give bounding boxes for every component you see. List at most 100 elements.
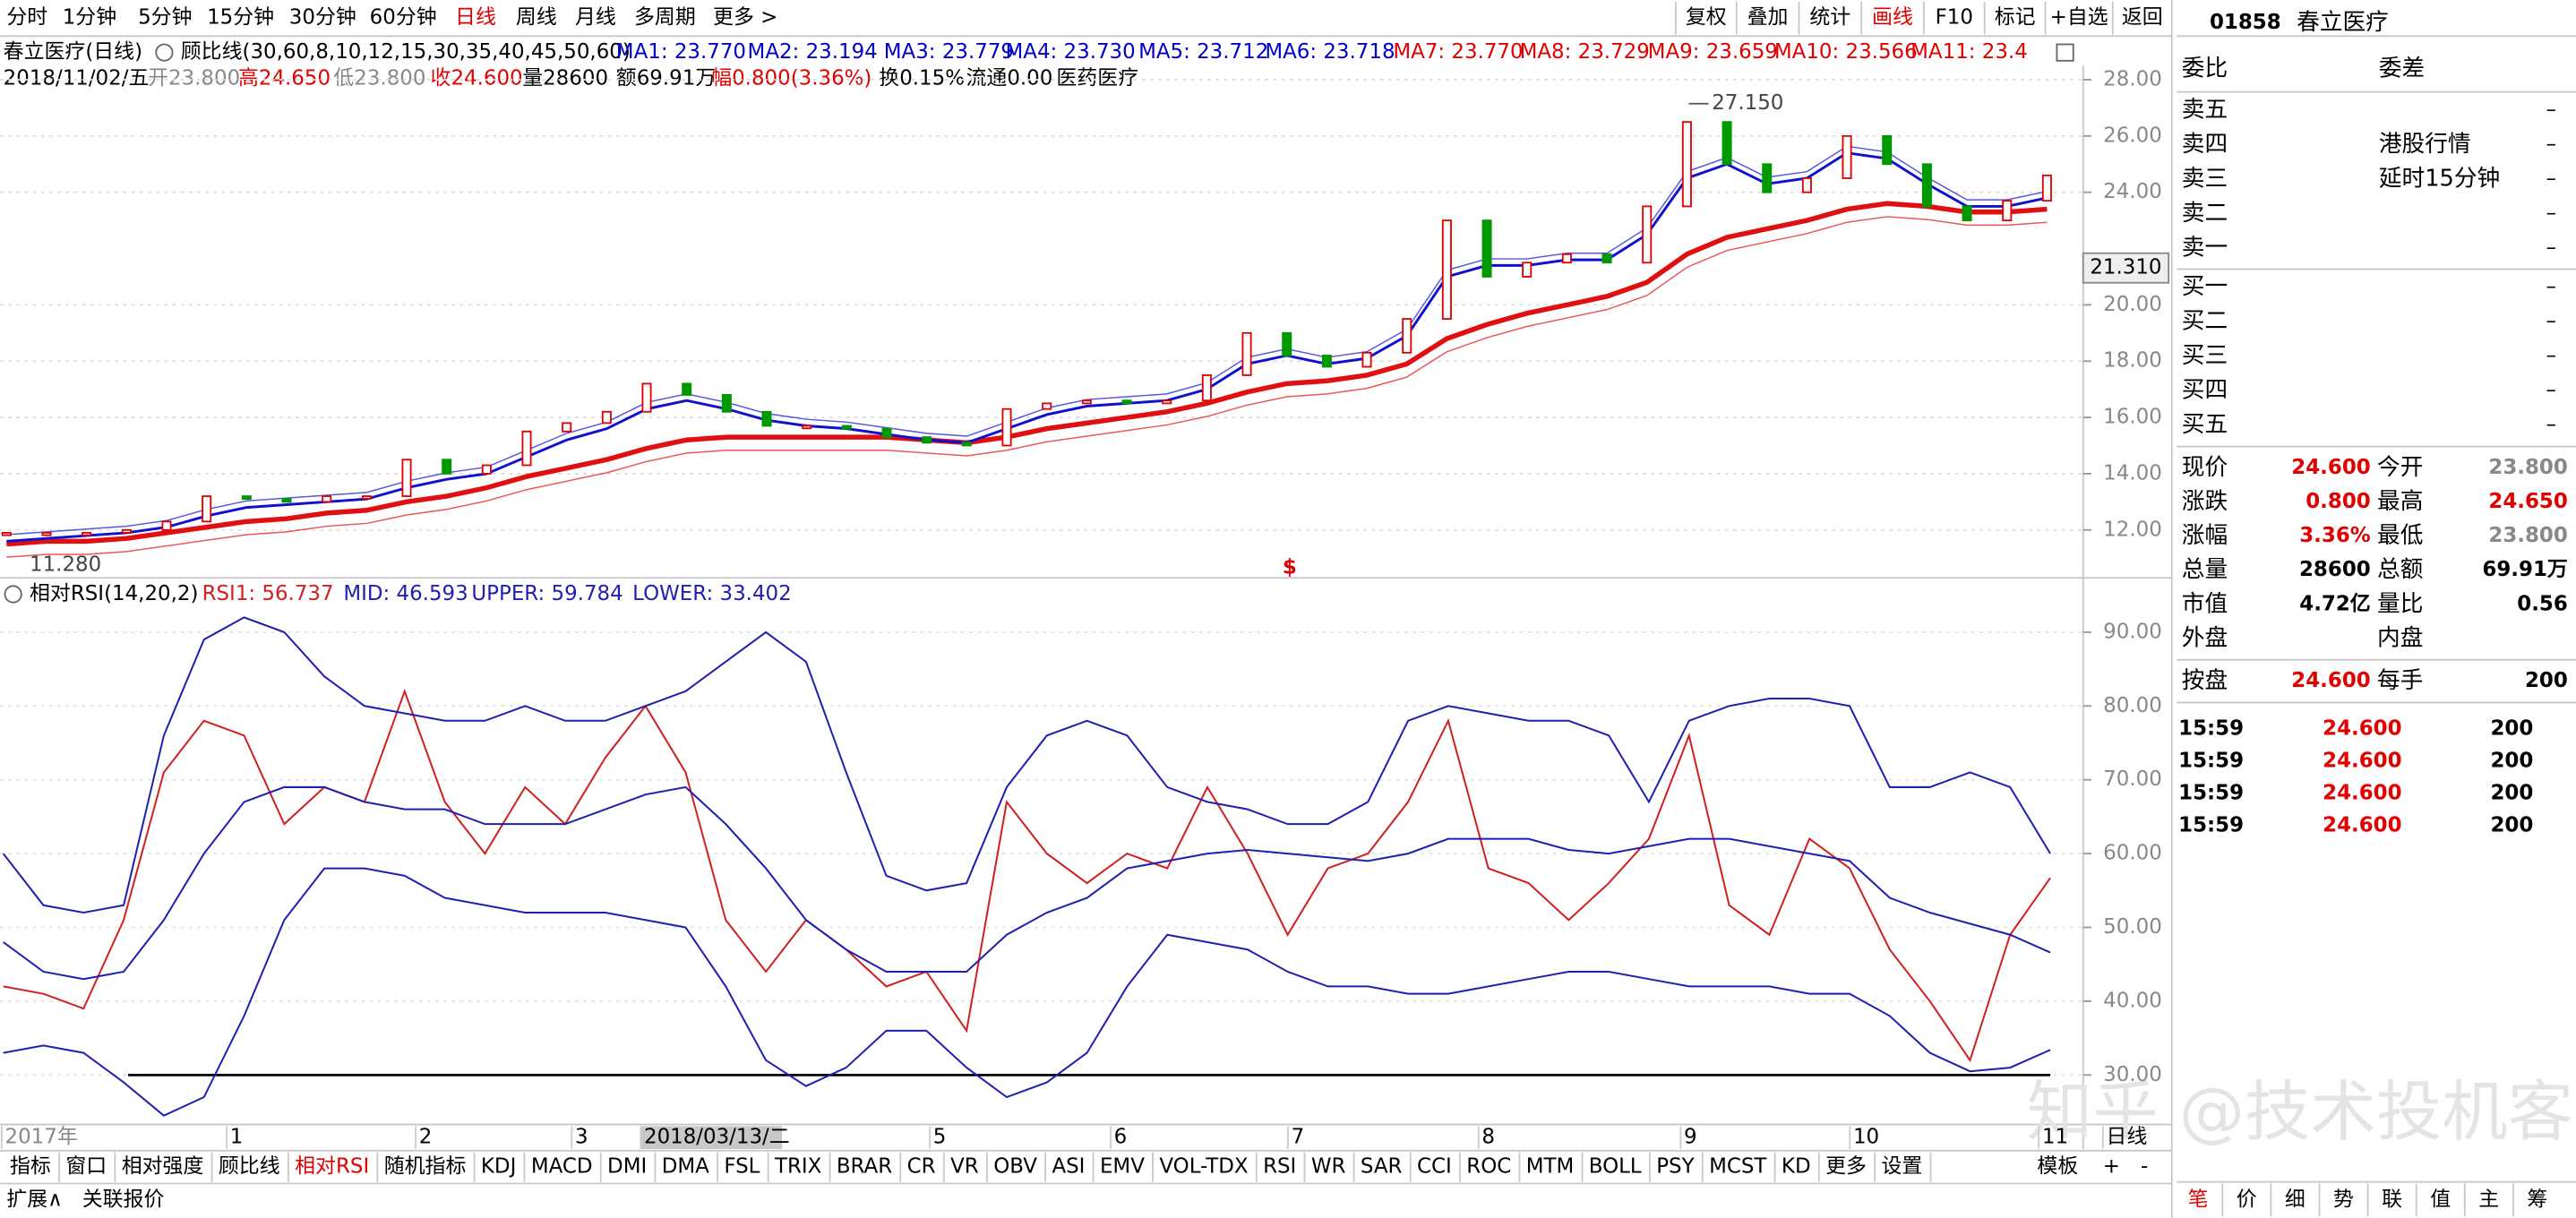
bottom-tab[interactable]: 关联报价	[82, 1188, 165, 1211]
quote-label: 总量	[2182, 556, 2228, 583]
marker: $	[1283, 556, 1297, 579]
quote-value: 69.91万	[2482, 558, 2567, 581]
label: 委差	[2379, 55, 2425, 81]
x-tick-label: 5	[933, 1126, 947, 1149]
x-tick-label: 10	[1853, 1126, 1879, 1149]
panel-button[interactable]: 模板	[2037, 1155, 2078, 1179]
side-tab[interactable]: 价	[2237, 1188, 2257, 1211]
candle	[1522, 262, 1533, 278]
period-tab[interactable]: 30分钟	[289, 6, 356, 30]
indicator-tab[interactable]: 顾比线	[219, 1155, 280, 1179]
period-tab[interactable]: 多周期	[634, 6, 696, 30]
indicator-tab[interactable]: TRIX	[774, 1155, 821, 1179]
rsi-line	[3, 785, 2051, 981]
candle	[442, 459, 452, 475]
candle	[1801, 177, 1812, 193]
candle	[202, 495, 212, 523]
period-tab[interactable]: 分时	[6, 6, 47, 30]
period-tab[interactable]: 月线	[575, 6, 616, 30]
period-tab[interactable]: 60分钟	[370, 6, 437, 30]
empty-value: –	[2546, 275, 2556, 298]
indicator-tab[interactable]: BRAR	[837, 1155, 892, 1179]
toolbar-button[interactable]: 统计	[1809, 6, 1850, 30]
indicator-tab[interactable]: WR	[1311, 1155, 1346, 1179]
toolbar-button[interactable]: 标记	[1995, 6, 2036, 30]
quote-label: 涨幅	[2182, 522, 2228, 549]
indicator-tab[interactable]: 相对强度	[122, 1155, 204, 1179]
toolbar-button[interactable]: 叠加	[1747, 6, 1789, 30]
notice: 港股行情	[2379, 131, 2471, 158]
candle	[241, 495, 252, 501]
indicator-tab[interactable]: DMA	[662, 1155, 709, 1179]
indicator-tab[interactable]: ASI	[1052, 1155, 1085, 1179]
label: 委比	[2182, 55, 2228, 81]
indicator-tab[interactable]: KDJ	[481, 1155, 516, 1179]
empty-value: –	[2546, 413, 2556, 436]
toolbar-button[interactable]: +自选	[2050, 6, 2108, 30]
side-tab[interactable]: 值	[2430, 1188, 2451, 1211]
buy-level: 买三	[2182, 342, 2228, 369]
toolbar-button[interactable]: 返回	[2122, 6, 2163, 30]
indicator-tab[interactable]: KD	[1782, 1155, 1811, 1179]
period-tab[interactable]: 日线	[455, 6, 496, 30]
indicator-tab[interactable]: 相对RSI	[295, 1155, 369, 1179]
indicator-tab[interactable]: CCI	[1417, 1155, 1452, 1179]
indicator-tab[interactable]: FSL	[724, 1155, 760, 1179]
side-tab[interactable]: 主	[2478, 1188, 2499, 1211]
period-tab[interactable]: 周线	[516, 6, 557, 30]
indicator-tab[interactable]: MCST	[1709, 1155, 1767, 1179]
ma-value: MA4: 23.730	[1006, 40, 1136, 64]
quote-item: 开23.800	[148, 66, 240, 90]
indicator-tab[interactable]: VR	[950, 1155, 979, 1179]
rsi-title: 相对RSI(14,20,2)	[30, 582, 198, 605]
indicator-tab[interactable]: PSY	[1656, 1155, 1695, 1179]
indicator-tab[interactable]: ROC	[1466, 1155, 1511, 1179]
candle	[1282, 331, 1292, 356]
indicator-tab[interactable]: DMI	[607, 1155, 647, 1179]
quote-item: 幅0.800(3.36%)	[711, 66, 872, 90]
indicator-tab[interactable]: VOL-TDX	[1159, 1155, 1248, 1179]
stock-code: 01858	[2210, 11, 2281, 34]
bottom-tab[interactable]: 扩展∧	[6, 1188, 63, 1211]
candle	[961, 442, 972, 447]
panel-button[interactable]: +	[2103, 1155, 2120, 1179]
quote-item: 低23.800	[333, 66, 425, 90]
toolbar-button[interactable]: F10	[1936, 6, 1973, 30]
low-label: 11.280	[30, 553, 101, 576]
side-tab[interactable]: 细	[2285, 1188, 2306, 1211]
candle	[161, 520, 172, 531]
indicator-tab[interactable]: 窗口	[65, 1155, 107, 1179]
indicator-tab[interactable]: OBV	[993, 1155, 1037, 1179]
side-tab[interactable]: 联	[2382, 1188, 2402, 1211]
period-tab[interactable]: 5分钟	[138, 6, 192, 30]
tick-price: 24.600	[2323, 782, 2401, 805]
indicator-tab[interactable]: MTM	[1526, 1155, 1575, 1179]
quote-label: 现价	[2182, 454, 2228, 481]
legend-item: MID: 46.593	[343, 582, 468, 605]
indicator-tab[interactable]: 设置	[1881, 1155, 1922, 1179]
period-tab[interactable]: 1分钟	[63, 6, 116, 30]
indicator-tab[interactable]: 更多	[1825, 1155, 1867, 1179]
indicator-tab[interactable]: MACD	[531, 1155, 593, 1179]
indicator-tab[interactable]: EMV	[1100, 1155, 1145, 1179]
indicator-tab[interactable]: BOLL	[1589, 1155, 1642, 1179]
side-tab[interactable]: 筹	[2527, 1188, 2547, 1211]
indicator-tab[interactable]: RSI	[1263, 1155, 1296, 1179]
date-highlight	[640, 1126, 783, 1150]
toolbar-button[interactable]: 画线	[1872, 6, 1913, 30]
empty-value: –	[2546, 344, 2556, 367]
candle	[401, 459, 412, 497]
side-tab[interactable]: 势	[2333, 1188, 2354, 1211]
moving-average	[6, 201, 2048, 547]
indicator-tab[interactable]: 随机指标	[384, 1155, 467, 1179]
indicator-tab[interactable]: SAR	[1361, 1155, 1403, 1179]
indicator-tab[interactable]: CR	[907, 1155, 936, 1179]
candle	[1481, 219, 1492, 278]
candle	[361, 495, 372, 500]
toolbar-button[interactable]: 复权	[1686, 6, 1727, 30]
period-tab[interactable]: 15分钟	[207, 6, 274, 30]
period-tab[interactable]: 更多 >	[713, 6, 777, 30]
panel-button[interactable]: -	[2141, 1155, 2148, 1179]
indicator-tab[interactable]: 指标	[10, 1155, 51, 1179]
side-tab[interactable]: 笔	[2188, 1188, 2209, 1211]
